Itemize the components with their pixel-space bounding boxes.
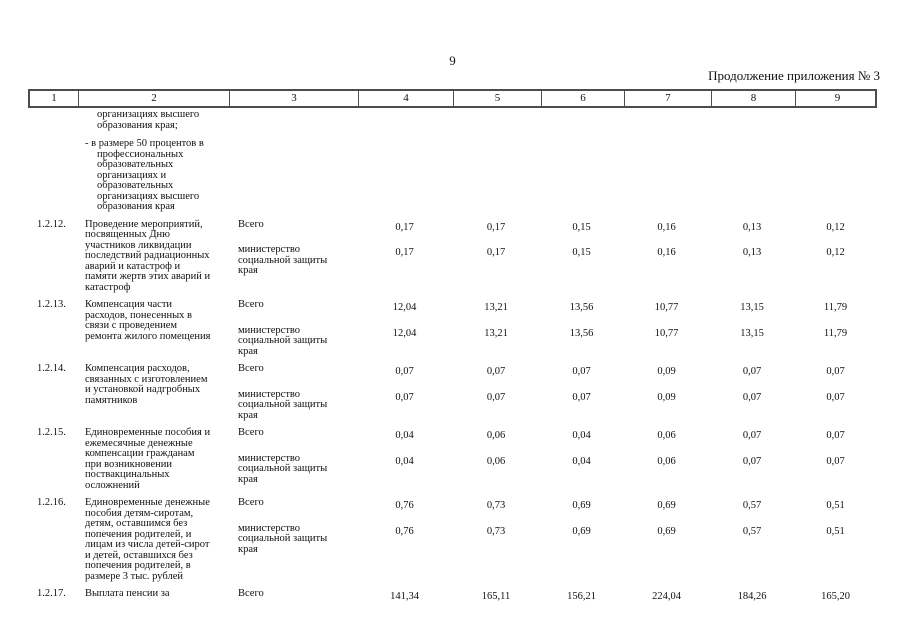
value-cell: 0,17 0,17: [486, 221, 506, 258]
table-header-row: 1 2 3 4 5 6 7 8 9: [28, 89, 877, 108]
continuation-note: Продолжение приложения № 3: [708, 68, 880, 83]
value-cell: 11,79 11,79: [823, 302, 848, 339]
carryover-paragraph: организациях высшего образования края;: [97, 109, 200, 131]
value-cell: 224,04: [652, 591, 681, 602]
table-row: 1.2.13. Компенсация части расходов, поне…: [28, 299, 877, 357]
executor-ministry-label: министерство социальной защиты края: [238, 324, 328, 357]
row-number: [28, 110, 77, 213]
executor-cell: Всего министерство социальной защиты кра…: [228, 299, 357, 357]
value-cell: 0,06 0,06: [486, 430, 506, 467]
value-cell: 0,57 0,57: [742, 500, 762, 537]
executor-ministry-label: министерство социальной защиты края: [238, 522, 328, 555]
executor-ministry-label: министерство социальной защиты края: [238, 452, 328, 485]
column-header-9: 9: [834, 92, 841, 104]
executor-total-label: Всего: [238, 299, 264, 310]
value-cell: 0,13 0,13: [742, 221, 762, 258]
executor-ministry-label: министерство социальной защиты края: [238, 388, 328, 421]
executor-cell: Всего министерство социальной защиты кра…: [228, 427, 357, 491]
value-cell: 0,07 0,07: [742, 430, 762, 467]
executor-cell: Всего министерство социальной защиты кра…: [228, 218, 357, 294]
row-number: 1.2.13.: [37, 299, 66, 310]
value-cell: 0,51 0,51: [826, 500, 845, 537]
value-cell: 0,04 0,04: [395, 430, 414, 467]
appendix-table: 1 2 3 4 5 6 7 8 9 организациях высшего о…: [28, 89, 877, 603]
executor-cell: Всего: [228, 588, 357, 603]
value-cell: 10,77 10,77: [654, 302, 679, 339]
value-cell: 0,07 0,07: [486, 366, 506, 403]
column-header-3: 3: [230, 91, 359, 106]
value-cell: 165,11: [481, 591, 511, 602]
table-row: 1.2.17. Выплата пенсии за Всего 141,34 1…: [28, 588, 877, 603]
row-description: Единовременные пособия и ежемесячные ден…: [85, 427, 211, 491]
row-number: 1.2.16.: [37, 497, 66, 508]
row-description: Проведение мероприятий, посвященных Дню …: [85, 218, 211, 293]
table-row: 1.2.15. Единовременные пособия и ежемеся…: [28, 427, 877, 491]
value-cell: 0,73 0,73: [486, 500, 506, 537]
carryover-row: организациях высшего образования края; -…: [28, 109, 877, 213]
row-number: 1.2.15.: [37, 427, 66, 438]
value-cell: 0,07 0,07: [742, 366, 762, 403]
value-cell: 13,21 13,21: [484, 302, 508, 339]
table-row: 1.2.16. Единовременные денежные пособия …: [28, 497, 877, 582]
row-number: 1.2.17.: [37, 588, 66, 599]
page-number: 9: [449, 53, 456, 68]
value-cell: 0,17 0,17: [395, 221, 414, 258]
value-cell: 184,26: [737, 591, 767, 602]
executor-total-label: Всего: [238, 363, 264, 374]
value-cell: 165,20: [821, 591, 850, 602]
executor-cell: Всего министерство социальной защиты кра…: [228, 497, 357, 582]
carryover-paragraph: - в размере 50 процентов в профессиональ…: [85, 138, 204, 212]
executor-total-label: Всего: [238, 218, 264, 230]
value-cell: 0,07 0,07: [826, 430, 845, 467]
executor-total-label: Всего: [238, 588, 264, 599]
column-header-4: 4: [359, 91, 454, 106]
value-cell: 12,04 12,04: [392, 302, 417, 339]
table-row: 1.2.14. Компенсация расходов, связанных …: [28, 363, 877, 421]
executor-ministry-label: министерство социальной защиты края: [238, 244, 328, 276]
row-description: Компенсация части расходов, понесенных в…: [85, 299, 211, 342]
value-cell: 0,07 0,07: [826, 366, 845, 403]
value-cell: 156,21: [567, 591, 596, 602]
column-header-2: 2: [79, 91, 230, 106]
value-cell: 0,04 0,04: [572, 430, 591, 467]
value-cell: 0,76 0,76: [395, 500, 414, 537]
column-header-1: 1: [30, 91, 79, 106]
row-description: Единовременные денежные пособия детям-си…: [85, 497, 210, 582]
column-header-8: 8: [712, 91, 796, 106]
executor-total-label: Всего: [238, 497, 264, 508]
value-cell: 0,07 0,07: [395, 366, 414, 403]
value-cell: 13,15 13,15: [740, 302, 764, 339]
table-body: организациях высшего образования края; -…: [28, 109, 877, 603]
column-header-7: 7: [625, 91, 712, 106]
value-cell: 0,69 0,69: [572, 500, 591, 537]
value-cell: 0,12 0,12: [826, 221, 845, 258]
value-cell: 0,06 0,06: [657, 430, 676, 467]
column-header-6: 6: [542, 91, 625, 106]
value-cell: 13,56 13,56: [569, 302, 594, 339]
table-row: 1.2.12. Проведение мероприятий, посвящен…: [28, 218, 877, 294]
value-cell: 0,15 0,15: [572, 221, 591, 258]
value-cell: 141,34: [390, 591, 419, 602]
carryover-text: организациях высшего образования края; -…: [77, 109, 228, 213]
value-cell: 0,07 0,07: [572, 366, 591, 403]
column-header-5: 5: [454, 91, 542, 106]
value-cell: 0,16 0,16: [657, 221, 676, 258]
value-cell: 0,69 0,69: [657, 500, 676, 537]
row-description: Компенсация расходов, связанных с изгото…: [85, 363, 208, 406]
executor-total-label: Всего: [238, 427, 264, 438]
row-number: 1.2.14.: [37, 363, 66, 374]
row-description: Выплата пенсии за: [85, 588, 170, 599]
value-cell: 0,09 0,09: [657, 366, 676, 403]
executor-cell: Всего министерство социальной защиты кра…: [228, 363, 357, 421]
row-number: 1.2.12.: [37, 218, 66, 230]
